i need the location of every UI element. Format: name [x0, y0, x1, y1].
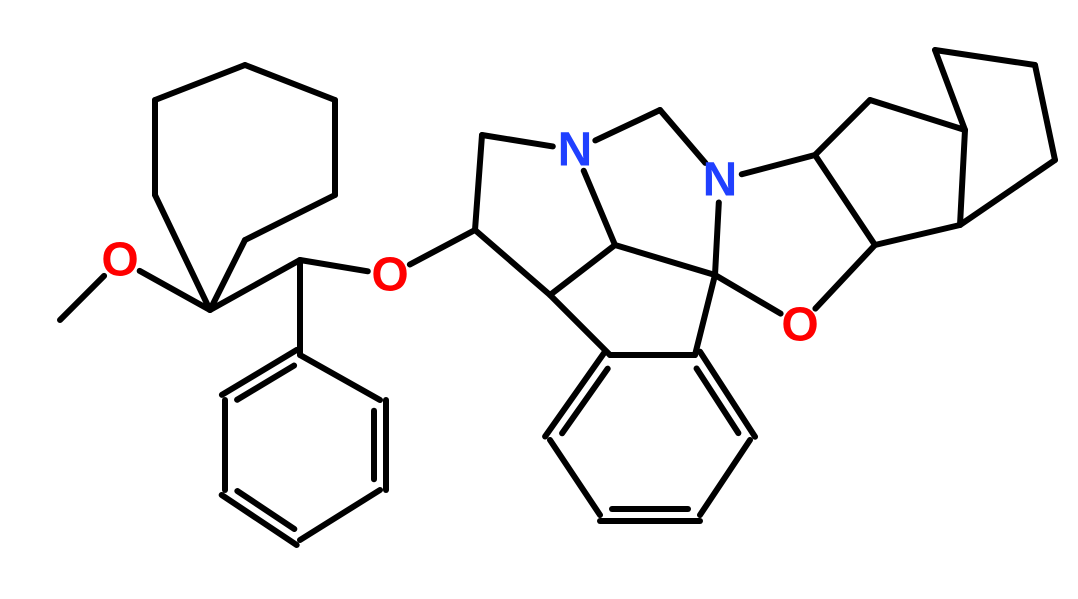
atom-label: O — [781, 299, 818, 352]
atom-label: O — [371, 249, 408, 302]
atom-label: O — [101, 234, 138, 287]
atom-label: N — [703, 154, 738, 207]
atom-label: N — [558, 124, 593, 177]
molecule-canvas: O O N N O — [0, 0, 1078, 599]
